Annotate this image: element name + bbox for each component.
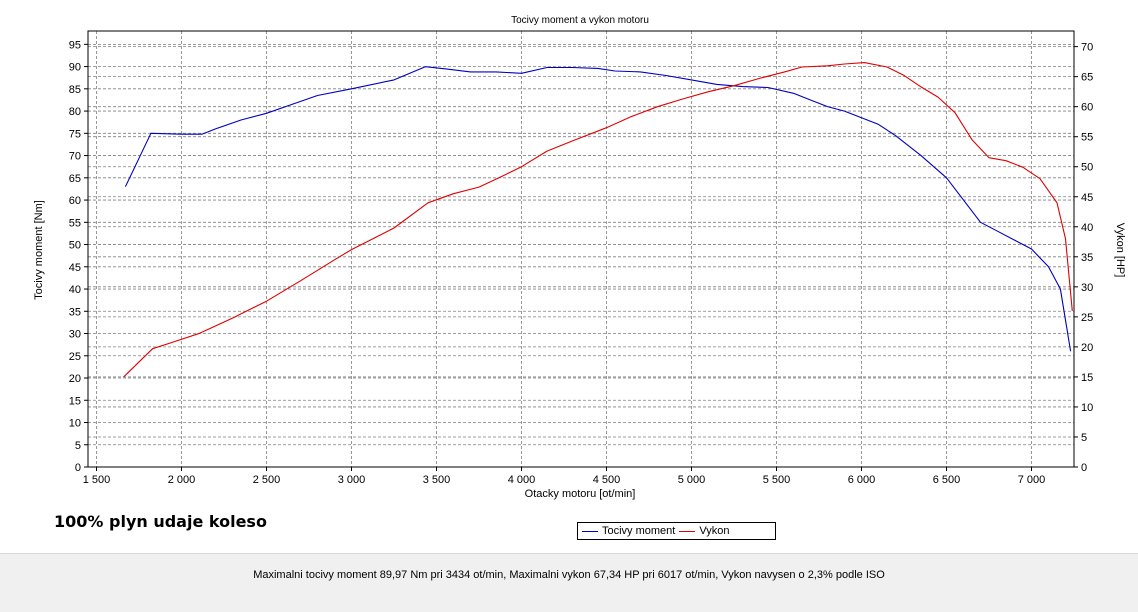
y-left-tick-label: 5 [75, 440, 81, 452]
x-tick-label: 6 500 [933, 474, 961, 486]
y-left-tick-label: 0 [75, 462, 81, 474]
y-left-tick-label: 15 [69, 395, 81, 407]
y-left-tick-label: 95 [69, 39, 81, 51]
y-right-tick-label: 70 [1081, 42, 1093, 54]
chart-title: Tocivy moment a vykon motoru [511, 15, 649, 26]
y-right-tick-label: 60 [1081, 102, 1093, 114]
legend-swatch-torque [582, 530, 598, 532]
y-right-tick-label: 5 [1081, 432, 1087, 444]
y-right-tick-label: 15 [1081, 372, 1093, 384]
x-tick-label: 2 000 [168, 474, 196, 486]
legend-swatch-power [679, 530, 696, 532]
y-left-axis-label: Tocivy moment [Nm] [33, 200, 45, 300]
x-tick-label: 5 000 [678, 474, 706, 486]
y-left-tick-label: 40 [69, 284, 81, 296]
legend-item-power: Vykon [679, 525, 730, 537]
y-left-tick-label: 65 [69, 173, 81, 185]
y-right-tick-label: 65 [1081, 72, 1093, 84]
y-right-tick-label: 0 [1081, 462, 1087, 474]
x-tick-label: 7 000 [1018, 474, 1046, 486]
y-left-tick-label: 85 [69, 84, 81, 96]
y-left-tick-label: 55 [69, 217, 81, 229]
y-right-axis-label: Vykon [HP] [1114, 223, 1126, 278]
plot-frame [87, 30, 1075, 468]
x-tick-label: 3 000 [338, 474, 366, 486]
legend-label-power: Vykon [699, 525, 730, 537]
y-right-tick-label: 55 [1081, 132, 1093, 144]
legend-item-torque: Tocivy moment [582, 525, 675, 537]
y-right-tick-label: 40 [1081, 222, 1093, 234]
axes: 1 500 2 000 2 500 3 000 3 500 4 000 4 500 5 000… [69, 39, 1094, 486]
y-left-tick-label: 60 [69, 195, 81, 207]
x-tick-label: 3 500 [423, 474, 451, 486]
x-axis-label: Otacky motoru [ot/min] [525, 488, 636, 500]
x-tick-label: 4 000 [508, 474, 536, 486]
y-right-tick-label: 30 [1081, 282, 1093, 294]
status-bar-text: Maximalni tocivy moment 89,97 Nm pri 343… [253, 569, 885, 581]
y-left-tick-label: 35 [69, 306, 81, 318]
y-left-tick-label: 30 [69, 329, 81, 341]
y-left-tick-label: 20 [69, 373, 81, 385]
y-left-tick-label: 45 [69, 262, 81, 274]
y-left-tick-label: 25 [69, 351, 81, 363]
y-left-tick-label: 90 [69, 62, 81, 74]
y-right-tick-label: 25 [1081, 312, 1093, 324]
x-tick-label: 2 500 [253, 474, 281, 486]
chart: Tocivy moment a vykon motoru 1 500 2 000 2… [33, 15, 1126, 500]
status-bar [0, 553, 1138, 612]
y-left-tick-label: 70 [69, 151, 81, 163]
x-tick-label: 6 000 [848, 474, 876, 486]
y-left-tick-label: 10 [69, 418, 81, 430]
y-right-tick-label: 35 [1081, 252, 1093, 264]
y-right-tick-label: 45 [1081, 192, 1093, 204]
y-left-tick-label: 75 [69, 128, 81, 140]
y-right-tick-label: 50 [1081, 162, 1093, 174]
series [123, 62, 1073, 378]
note-text: 100% plyn udaje koleso [54, 512, 267, 531]
y-right-tick-label: 10 [1081, 402, 1093, 414]
y-right-tick-label: 20 [1081, 342, 1093, 354]
legend: Tocivy moment Vykon [577, 522, 776, 540]
y-left-tick-label: 50 [69, 240, 81, 252]
x-tick-label: 5 500 [763, 474, 791, 486]
grid [88, 31, 1074, 467]
series-line-power [123, 62, 1073, 378]
series-line-torque [124, 66, 1072, 352]
x-tick-label: 1 500 [83, 474, 111, 486]
y-left-tick-label: 80 [69, 106, 81, 118]
legend-label-torque: Tocivy moment [602, 525, 676, 537]
x-tick-label: 4 500 [593, 474, 621, 486]
